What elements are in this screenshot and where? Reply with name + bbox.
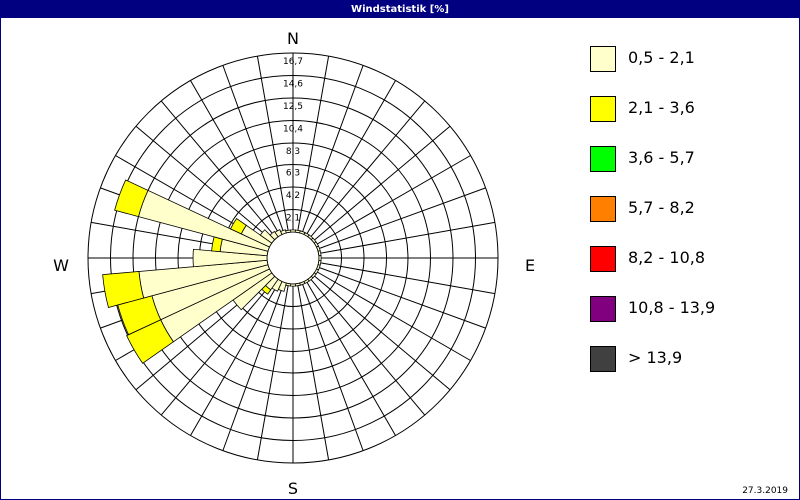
grid-spoke (190, 80, 281, 236)
direction-label: W (53, 256, 69, 275)
grid-spoke (190, 280, 281, 436)
grid-spoke (297, 56, 330, 233)
legend-swatch (590, 346, 616, 372)
wind-sector (126, 319, 174, 364)
legend-swatch (590, 146, 616, 172)
ring-label: 12,5 (283, 102, 303, 112)
grid-spoke (317, 266, 486, 329)
ring-label: 6,3 (286, 168, 300, 178)
grid-spoke (317, 187, 486, 250)
legend-swatch (590, 46, 616, 72)
wind-sector (290, 229, 296, 233)
ring-label: 8,3 (286, 147, 300, 157)
wind-sector (192, 248, 268, 268)
wind-sector (269, 230, 279, 241)
wind-sector (211, 236, 223, 253)
grid-spoke (297, 283, 330, 460)
date-label: 27.3.2019 (742, 486, 788, 496)
legend-label: 0,5 - 2,1 (628, 48, 695, 67)
grid-spoke (318, 221, 495, 254)
ring-label: 14,6 (283, 80, 303, 90)
legend-swatch (590, 246, 616, 272)
grid-spoke (315, 155, 471, 246)
grid-spoke (305, 280, 396, 436)
wind-sector (290, 283, 296, 287)
legend-swatch (590, 296, 616, 322)
wind-sector (317, 250, 322, 257)
direction-label: E (525, 256, 535, 275)
grid-spoke (160, 277, 277, 416)
ring-label: 4,2 (286, 191, 300, 201)
grid-spoke (222, 65, 285, 234)
legend-label: 2,1 - 3,6 (628, 98, 695, 117)
ring-label: 16,7 (283, 57, 303, 67)
ring-label: 10,4 (283, 125, 303, 135)
wind-sector (280, 229, 287, 235)
grid-spoke (301, 65, 364, 234)
wind-sector (294, 282, 301, 287)
legend-label: 8,2 - 10,8 (628, 248, 706, 267)
direction-label: S (288, 479, 298, 498)
legend-label: 10,8 - 13,9 (628, 298, 716, 317)
window-title: Windstatistik [%] (1, 1, 799, 18)
grid-spoke (315, 270, 471, 361)
ring-label: 2,1 (286, 213, 300, 223)
wind-sector (259, 229, 276, 244)
grid-spoke (160, 100, 277, 239)
grid-spoke (256, 283, 289, 460)
wind-sector (102, 271, 145, 308)
grid-spoke (301, 282, 364, 451)
grid-spoke (256, 56, 289, 233)
grid-spoke (305, 80, 396, 236)
grid-spoke (312, 274, 451, 391)
legend-label: 5,7 - 8,2 (628, 198, 695, 217)
wind-sector (318, 255, 322, 261)
legend-label: > 13,9 (628, 348, 683, 367)
grid-spoke (309, 277, 426, 416)
wind-sector (230, 217, 247, 235)
legend-swatch (590, 196, 616, 222)
legend-label: 3,6 - 5,7 (628, 148, 695, 167)
legend-swatch (590, 96, 616, 122)
grid-spoke (222, 282, 285, 451)
wind-sector (114, 179, 149, 218)
grid-spoke (309, 100, 426, 239)
direction-label: N (287, 29, 299, 48)
grid-spoke (135, 125, 274, 242)
grid-spoke (312, 125, 451, 242)
grid-spoke (318, 262, 495, 295)
wind-sector (285, 229, 292, 234)
